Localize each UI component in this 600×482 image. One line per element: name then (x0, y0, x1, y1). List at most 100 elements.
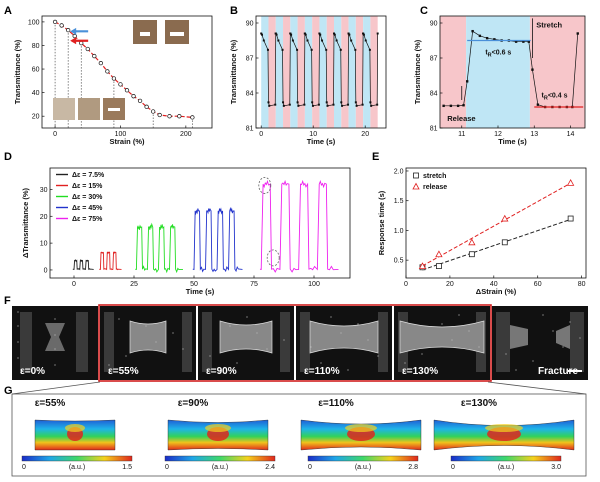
x-tick-label: 0 (72, 281, 76, 288)
photo-specimen (129, 320, 167, 354)
fem-title: ε=90% (178, 398, 209, 409)
data-point (98, 61, 103, 66)
y-tick-label: 84 (246, 91, 254, 98)
fem-colorbar (164, 455, 276, 462)
swatch-slot-2 (170, 32, 184, 36)
release-band (440, 16, 467, 128)
y-tick-label: 20 (32, 114, 40, 121)
data-point (288, 103, 291, 106)
plot-frame (49, 167, 351, 279)
swatches-top (133, 20, 189, 44)
data-point (291, 39, 294, 42)
photo-speck (118, 318, 120, 320)
data-point (442, 104, 445, 108)
photo-speck (125, 355, 127, 357)
highlight-ellipse (258, 177, 272, 194)
data-point (347, 32, 350, 35)
legend-label: Δε = 15% (72, 183, 103, 190)
panel-d: D 0 25 50 75 100 0 10 20 30 Time (s) ΔTransmittanc… (4, 151, 351, 296)
y-tick-label: 0.5 (394, 258, 404, 265)
data-point (282, 101, 285, 104)
photo-grip (280, 312, 290, 372)
fem-hotspot-edge (485, 424, 523, 432)
photo-speck (579, 337, 581, 339)
y-axis-label: Response time (s) (377, 190, 386, 255)
data-point (190, 115, 195, 120)
x-tick-label: 200 (180, 131, 192, 138)
photo-speck (340, 332, 342, 334)
data-point (52, 19, 58, 25)
photo-speck (17, 311, 19, 313)
photo-speck (219, 371, 221, 373)
photo-grip (76, 312, 88, 372)
x-tick-label: 50 (190, 281, 198, 288)
fem-hotspot-edge (205, 424, 231, 432)
photo-speck (562, 346, 564, 348)
x-tick-label: 11 (458, 131, 465, 138)
data-point (536, 103, 540, 106)
data-point (335, 39, 338, 42)
photo-speck (569, 321, 571, 323)
data-point (151, 109, 156, 114)
data-point (321, 39, 324, 42)
data-point (144, 104, 149, 109)
photo-speck (505, 353, 507, 355)
photo-speck (283, 339, 285, 341)
data-point (277, 39, 280, 42)
chart-d-axes: 0 25 50 75 100 0 10 20 30 Time (s) ΔTransmittance … (21, 167, 351, 296)
x-tick-label: 13 (530, 131, 538, 138)
panel-letter-g: G (4, 385, 13, 397)
photo-speck (17, 357, 19, 359)
fem-colorbar-max: 2.4 (265, 464, 275, 471)
legend-label: stretch (423, 173, 446, 180)
data-point (364, 39, 367, 42)
fem-hotspot-edge (345, 424, 377, 432)
data-point (296, 48, 299, 51)
photo-specimen (45, 323, 65, 351)
release-band (297, 16, 305, 128)
release-band (355, 16, 364, 128)
data-point (296, 101, 299, 104)
photo-label: ε=110% (304, 366, 340, 377)
panel-e: E 0 20 40 60 80 0.5 1.0 1.5 2.0 ΔStrain (%) Respon… (372, 151, 587, 296)
data-point (260, 32, 263, 35)
data-point-stretch (567, 215, 574, 222)
y-tick-label: 81 (246, 126, 254, 133)
x-axis-label: Strain (%) (109, 137, 145, 146)
x-axis-label: Time (s) (186, 287, 215, 296)
fem-colorbar-unit: (a.u.) (355, 464, 371, 471)
x-tick-label: 100 (308, 281, 320, 288)
data-point (522, 40, 525, 43)
swatch-light-2 (78, 98, 100, 120)
x-axis-label: ΔStrain (%) (476, 287, 517, 296)
y-tick-label: 40 (32, 90, 40, 97)
data-point (260, 33, 263, 36)
y-axis-label: Transmittance (%) (13, 39, 22, 104)
photo-specimen (309, 320, 379, 354)
y-tick-label: 87 (430, 56, 438, 63)
x-axis-label: Time (s) (498, 137, 527, 146)
fem-frame (11, 393, 587, 477)
data-point-release (468, 238, 476, 246)
photo-label: ε=0% (20, 366, 45, 377)
data-point (92, 53, 97, 59)
photo-speck (357, 323, 359, 325)
y-tick-label: 30 (40, 187, 48, 194)
y-tick-label: 90 (246, 21, 254, 28)
x-axis-label: Time (s) (307, 137, 336, 146)
legend-label: Δε = 7.5% (72, 172, 105, 179)
photo-speck (182, 348, 184, 350)
data-point (370, 104, 373, 107)
x-tick-label: 0 (259, 131, 263, 138)
panel-b: B 0 10 20 81 84 87 90 Time (s) Transmittance (%) (229, 5, 387, 146)
photo-speck (552, 330, 554, 332)
data-point (72, 33, 77, 39)
stretch-band (348, 16, 356, 128)
photo-speck (54, 364, 56, 366)
photo-speck (347, 369, 349, 371)
data-point (59, 23, 64, 28)
photo-speck (256, 332, 258, 334)
series-line-2 (99, 251, 122, 271)
panel-letter-a: A (4, 5, 12, 17)
